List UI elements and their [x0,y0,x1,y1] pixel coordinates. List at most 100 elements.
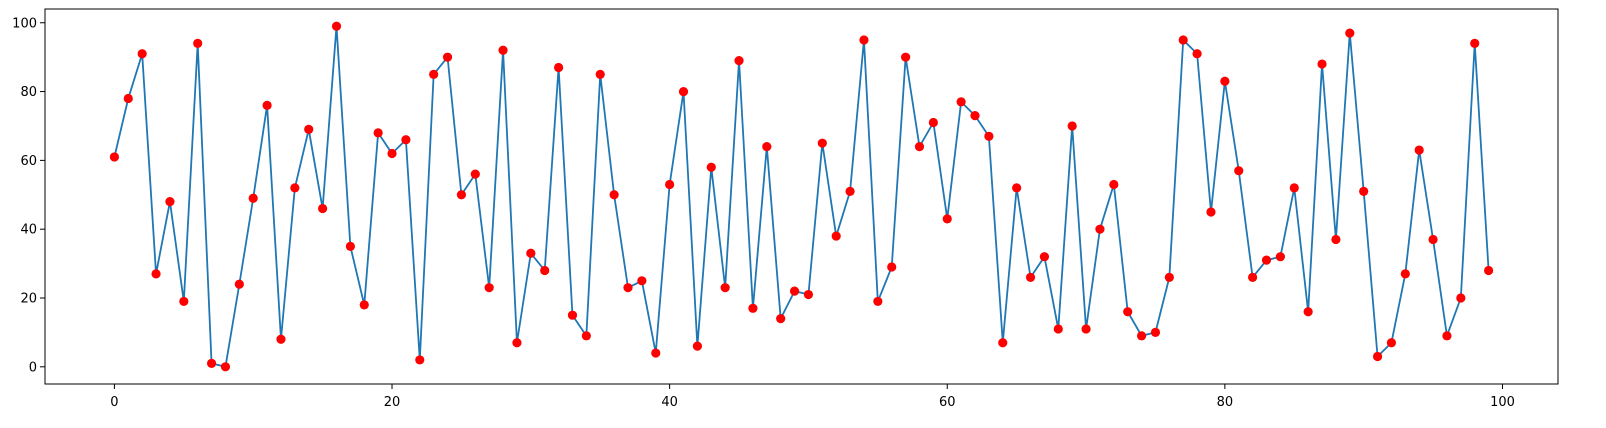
data-point [581,331,591,341]
data-point [456,190,467,200]
data-point [429,69,439,79]
data-point [304,124,314,135]
data-point [1067,121,1077,131]
data-point [512,338,522,348]
data-point [1442,331,1452,341]
data-point [942,214,952,224]
x-tick-label: 20 [384,395,401,410]
data-markers [109,21,1494,372]
data-point [567,310,578,320]
data-point [498,45,508,55]
data-point [206,358,217,368]
data-point [1053,324,1063,334]
data-point [484,283,494,293]
y-tick-label: 20 [20,291,37,306]
data-point [1206,207,1216,217]
data-point [789,286,800,296]
data-point [1220,76,1230,86]
data-point [762,142,772,152]
data-point [1345,28,1355,38]
data-point [220,362,231,372]
data-point [1414,145,1424,155]
data-point [179,296,189,307]
data-point [803,289,814,300]
data-point [1400,269,1410,279]
data-point [928,117,938,128]
y-tick-label: 60 [20,154,37,169]
plot-frame [44,8,1559,385]
data-point [678,86,689,97]
data-point [1039,252,1050,262]
data-point [151,269,161,279]
data-point [415,355,425,365]
data-point [1331,234,1341,245]
data-point [595,69,605,79]
data-point [859,35,869,45]
data-point [1192,49,1202,59]
x-tick-label: 0 [110,395,118,410]
data-point [1275,252,1285,262]
data-point [123,93,133,104]
data-point [401,135,411,145]
data-point [831,231,841,241]
x-tick-label: 40 [661,395,678,410]
data-point [1025,272,1036,282]
data-point [984,131,994,141]
data-point [1123,307,1133,317]
data-point [1484,265,1494,276]
data-point [359,300,369,310]
data-point [345,241,355,251]
data-point [553,62,564,73]
data-point [1178,35,1188,45]
data-point [845,186,855,196]
data-point [1428,234,1438,245]
data-point [817,138,827,148]
y-tick-label: 0 [29,360,37,375]
data-point [248,193,258,203]
y-tick-label: 40 [20,223,37,238]
data-point [637,276,647,286]
data-point [914,142,925,152]
x-tick-label: 60 [939,395,956,410]
data-point [526,248,536,258]
data-point [331,21,342,31]
data-point [1095,224,1105,234]
data-point [109,152,119,162]
data-point [720,283,730,293]
data-point [1012,183,1022,193]
data-point [1372,351,1383,362]
data-point [887,262,897,272]
data-point [1248,272,1258,282]
data-point [998,338,1008,348]
data-point [262,100,272,110]
data-point [665,179,675,190]
data-point [290,183,300,193]
data-point [234,279,244,289]
data-point [734,56,744,66]
data-point [651,348,661,358]
data-point [165,197,175,207]
y-tick-label: 80 [20,85,37,100]
data-point [1359,186,1369,196]
data-point [540,265,550,276]
data-point [373,128,383,138]
x-tick-label: 80 [1217,395,1234,410]
data-point [776,314,786,324]
series-line [113,25,1490,368]
data-point [623,283,633,293]
data-point [970,111,980,121]
data-point [137,49,147,59]
data-point [1261,255,1272,265]
data-point [706,162,716,172]
data-point [1289,183,1299,193]
data-point [318,203,328,214]
axis-ticks: 0 20 40 60 80 100 0 20 40 60 80 100 [12,16,1515,410]
data-point [1456,293,1466,303]
data-point [442,52,453,62]
data-point [1109,179,1119,190]
data-point [692,341,702,351]
plot-area [45,9,1558,384]
y-tick-label: 100 [12,16,37,31]
data-point [901,52,911,62]
